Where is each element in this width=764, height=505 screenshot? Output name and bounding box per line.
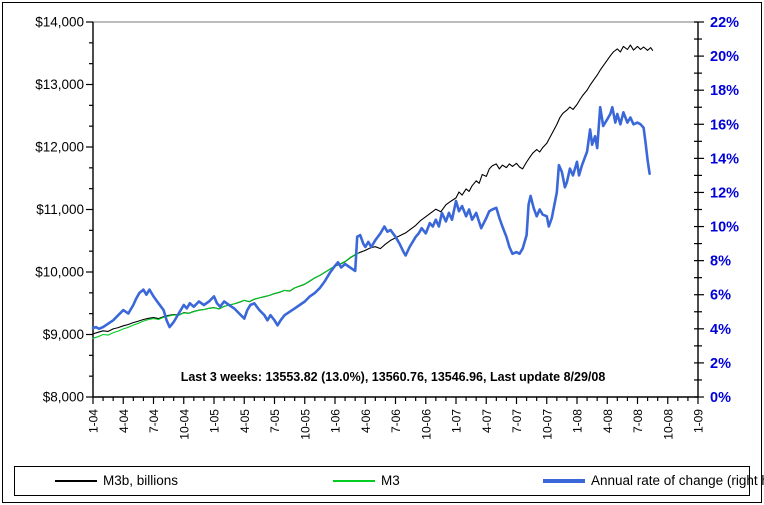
x-axis-label: 7-08 xyxy=(631,409,645,433)
right-axis-label: 12% xyxy=(710,185,739,201)
left-axis-label: $13,000 xyxy=(35,77,84,92)
legend: M3b, billions M3 Annual rate of change (… xyxy=(14,466,764,496)
rate-line-sample xyxy=(543,478,585,483)
left-axis-label: $10,000 xyxy=(35,265,84,280)
x-axis-label: 4-06 xyxy=(359,409,373,433)
right-axis-label: 6% xyxy=(710,288,731,304)
right-axis-label: 0% xyxy=(710,390,731,406)
x-axis-label: 7-06 xyxy=(389,409,403,433)
x-axis-label: 1-09 xyxy=(692,409,706,433)
right-axis-label: 20% xyxy=(710,49,739,65)
right-axis-label: 2% xyxy=(710,356,731,372)
left-axis-label: $11,000 xyxy=(36,202,84,217)
x-axis: 1-04 4-04 7-04 10-04 1-05 4-05 7-05 10-05 1-06 4-… xyxy=(87,397,706,440)
x-axis-label: 10-07 xyxy=(540,409,554,440)
x-axis-label: 10-05 xyxy=(298,409,312,440)
x-axis-label: 1-04 xyxy=(87,409,101,433)
legend-label-rate: Annual rate of change (right hand scale) xyxy=(591,473,764,488)
left-axis-label: $14,000 xyxy=(35,15,84,30)
right-axis-label: 4% xyxy=(710,322,731,338)
m3b-line-sample xyxy=(55,479,97,482)
left-axis-label: $9,000 xyxy=(43,327,84,342)
legend-item-rate: Annual rate of change (right hand scale) xyxy=(543,467,764,494)
series-line-1 xyxy=(92,252,359,339)
left-axis-label: $12,000 xyxy=(35,140,84,155)
x-axis-label: 7-05 xyxy=(268,409,282,433)
x-axis-label: 1-06 xyxy=(329,409,343,433)
left-axis-label: $8,000 xyxy=(43,390,84,405)
x-axis-label: 10-06 xyxy=(419,409,433,440)
series-line-2 xyxy=(91,105,651,331)
x-axis-label: 4-08 xyxy=(601,409,615,433)
right-axis-label: 10% xyxy=(710,220,739,236)
x-axis-label: 10-04 xyxy=(177,409,191,440)
right-axis-label: 18% xyxy=(710,83,739,99)
right-axis-label: 14% xyxy=(710,151,739,167)
legend-label-m3b: M3b, billions xyxy=(103,473,179,488)
right-axis-label: 16% xyxy=(710,117,739,133)
axes xyxy=(92,21,699,398)
x-axis-label: 1-05 xyxy=(208,409,222,433)
x-axis-label: 7-07 xyxy=(510,409,524,433)
annotation-last-3-weeks: Last 3 weeks: 13553.82 (13.0%), 13560.76… xyxy=(181,370,606,384)
x-axis-label: 4-04 xyxy=(117,409,131,433)
x-axis-label: 4-05 xyxy=(238,409,252,433)
right-axis: 22% 20% 18% 16% 14% 12% 10% 8% 6% 4% 2% 0% xyxy=(694,15,739,406)
legend-item-m3b: M3b, billions xyxy=(55,467,178,494)
x-axis-label: 10-08 xyxy=(661,409,675,440)
legend-label-m3: M3 xyxy=(381,473,400,488)
x-axis-label: 7-04 xyxy=(147,409,161,433)
m3-line-sample xyxy=(333,479,375,482)
x-axis-label: 1-08 xyxy=(571,409,585,433)
legend-item-m3: M3 xyxy=(333,467,400,494)
right-axis-label: 22% xyxy=(710,15,739,31)
series-line-0 xyxy=(92,44,654,335)
right-axis-label: 8% xyxy=(710,254,731,270)
left-axis: $14,000 $13,000 $12,000 $11,000 $10,000 $9,00… xyxy=(35,15,93,405)
x-axis-label: 4-07 xyxy=(480,409,494,433)
x-axis-label: 1-07 xyxy=(450,409,464,433)
